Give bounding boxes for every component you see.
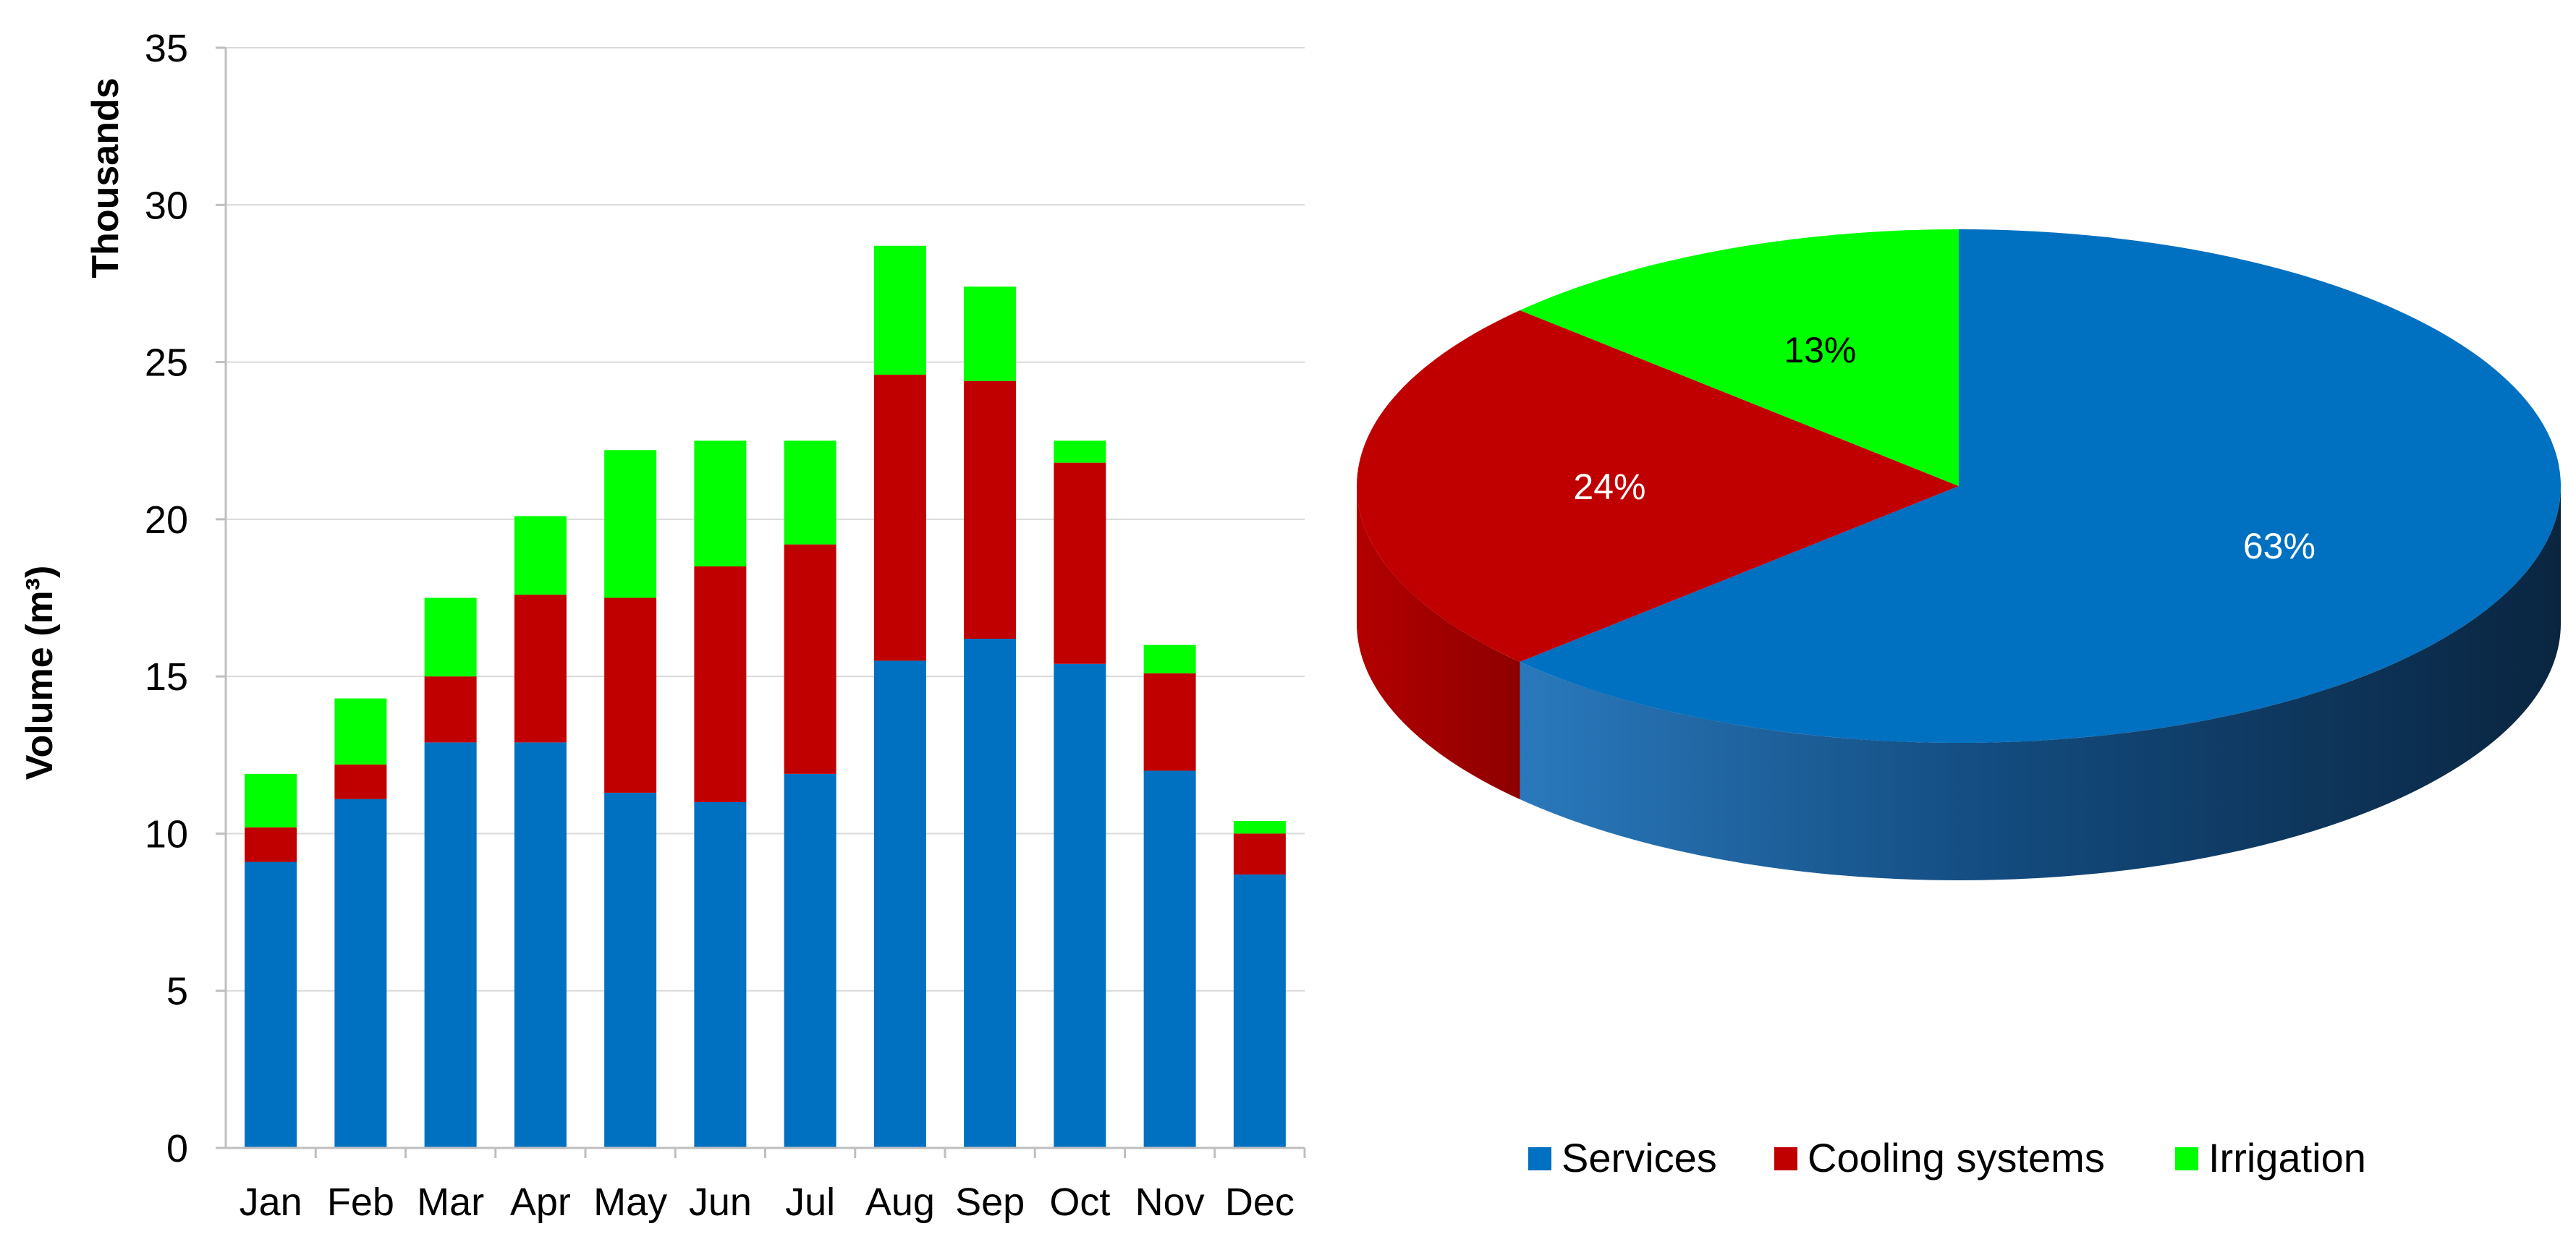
bar-segment-cooling-systems-mar	[424, 676, 477, 743]
legend-item-cooling-systems: Cooling systems	[1774, 1135, 2105, 1180]
y-axis-unit-label: Thousands	[85, 77, 127, 278]
bar-segment-cooling-systems-nov	[1143, 673, 1196, 771]
x-tick-label: Nov	[1135, 1180, 1205, 1224]
bar-segment-irrigation-mar	[424, 597, 477, 677]
x-tick-label: Oct	[1049, 1180, 1110, 1224]
bar-segment-services-jan	[245, 862, 297, 1148]
pie-data-labels: 63% 24% 13%	[1573, 330, 2316, 566]
bar-segment-irrigation-jan	[245, 773, 297, 828]
pie-side-services	[1520, 486, 2561, 880]
bar-segment-cooling-systems-may	[604, 597, 657, 793]
pie-slice-cooling-systems	[1356, 310, 1959, 663]
bar-segment-services-mar	[424, 742, 477, 1148]
bar-segment-cooling-systems-apr	[514, 595, 567, 743]
bar-segment-irrigation-nov	[1143, 644, 1196, 673]
x-tick-label: May	[593, 1180, 667, 1224]
legend-item-services: Services	[1528, 1135, 1717, 1180]
bar-segment-cooling-systems-aug	[873, 374, 926, 661]
pie-chart-3d: 63% 24% 13%	[1356, 229, 2562, 880]
bar-segment-cooling-systems-jan	[245, 827, 297, 862]
x-tick-label: Jul	[785, 1180, 835, 1224]
legend-swatch-irrigation	[2175, 1147, 2198, 1170]
y-tick-label: 15	[145, 655, 188, 699]
bar-segment-services-jul	[784, 773, 836, 1148]
bar-series	[245, 245, 1286, 1148]
y-tick-label: 30	[145, 184, 188, 227]
bar-segment-irrigation-aug	[873, 245, 926, 375]
pie-side-walls	[1357, 486, 2561, 880]
bar-segment-cooling-systems-dec	[1233, 833, 1286, 875]
y-tick-label: 0	[166, 1127, 188, 1170]
legend-label-irrigation: Irrigation	[2208, 1135, 2366, 1180]
x-axis-ticks: Jan Feb Mar Apr May Jun Jul Aug Sep Oct Nov Dec	[240, 1148, 1306, 1224]
bar-segment-services-oct	[1054, 663, 1106, 1148]
y-tick-label: 35	[145, 27, 188, 70]
bar-segment-services-aug	[873, 660, 926, 1148]
bar-segment-irrigation-may	[604, 450, 657, 598]
bar-segment-cooling-systems-sep	[964, 380, 1017, 639]
legend-swatch-cooling-systems	[1774, 1147, 1797, 1170]
pie-slices	[1356, 229, 2562, 743]
x-tick-label: Sep	[955, 1180, 1025, 1224]
bar-segment-cooling-systems-jun	[694, 566, 747, 802]
legend-label-cooling-systems: Cooling systems	[1808, 1135, 2105, 1180]
pie-label-services: 63%	[2243, 526, 2316, 566]
gridlines	[226, 47, 1305, 992]
y-tick-label: 10	[145, 812, 188, 856]
x-tick-label: Aug	[865, 1180, 935, 1224]
bar-segment-services-feb	[334, 799, 387, 1148]
pie-slice-services	[1520, 229, 2562, 743]
y-tick-label: 25	[145, 341, 188, 385]
y-tick-label: 5	[166, 970, 188, 1013]
bar-segment-cooling-systems-feb	[334, 764, 387, 799]
y-axis-ticks: 0 5 10 15 20 25 30 35	[145, 27, 226, 1170]
x-tick-label: Apr	[510, 1180, 571, 1224]
bar-segment-irrigation-oct	[1054, 441, 1106, 463]
legend-item-irrigation: Irrigation	[2175, 1135, 2366, 1180]
x-tick-label: Jun	[689, 1180, 752, 1224]
pie-label-cooling-systems: 24%	[1573, 467, 1645, 507]
bar-segment-services-jun	[694, 801, 747, 1148]
x-tick-label: Mar	[417, 1180, 484, 1224]
legend: Services Cooling systems Irrigation	[1528, 1135, 2366, 1180]
pie-label-irrigation: 13%	[1784, 330, 1856, 370]
y-axis-title: Volume (m³)	[19, 566, 61, 780]
pie-slice-irrigation	[1520, 229, 1959, 486]
y-tick-label: 20	[145, 498, 188, 542]
bar-segment-services-nov	[1143, 770, 1196, 1148]
bar-segment-cooling-systems-oct	[1054, 462, 1106, 664]
bar-segment-irrigation-sep	[964, 286, 1017, 381]
x-tick-label: Jan	[240, 1180, 302, 1224]
x-tick-label: Dec	[1225, 1180, 1295, 1224]
bar-segment-cooling-systems-jul	[784, 544, 836, 774]
pie-side-cooling-systems	[1357, 486, 1520, 800]
bar-segment-irrigation-jun	[694, 441, 747, 567]
bar-segment-services-dec	[1233, 874, 1286, 1148]
bar-segment-irrigation-dec	[1233, 821, 1286, 834]
legend-label-services: Services	[1562, 1135, 1717, 1180]
legend-swatch-services	[1528, 1147, 1551, 1170]
bar-segment-services-apr	[514, 742, 567, 1148]
bar-segment-irrigation-feb	[334, 698, 387, 765]
bar-segment-services-sep	[964, 638, 1017, 1148]
stacked-bar-chart: 0 5 10 15 20 25 30 35 Jan Feb Mar Apr May Jun Jul Aug S…	[19, 27, 1306, 1224]
bar-segment-services-may	[604, 792, 657, 1148]
x-tick-label: Feb	[327, 1180, 394, 1224]
bar-segment-irrigation-apr	[514, 516, 567, 595]
bar-segment-irrigation-jul	[784, 441, 836, 545]
